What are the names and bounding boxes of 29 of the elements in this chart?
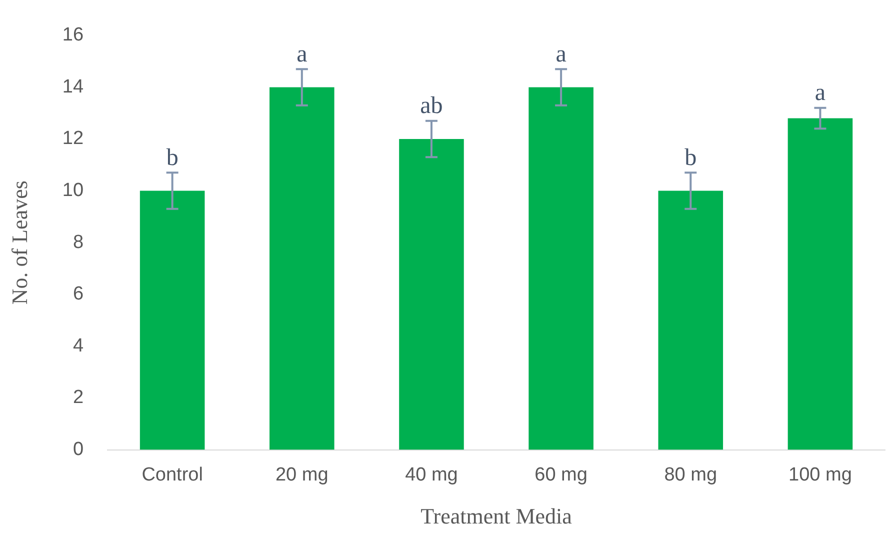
x-tick-label: Control [142, 464, 203, 486]
x-tick-label: 80 mg [664, 464, 718, 486]
y-tick-label: 6 [72, 284, 84, 305]
y-tick-label: 14 [62, 76, 84, 98]
x-tick-label: 100 mg [788, 464, 852, 486]
y-tick-label: 4 [72, 335, 84, 356]
bar [140, 190, 205, 450]
y-tick-label: 0 [72, 439, 84, 460]
annotation: a [556, 41, 567, 68]
x-axis-title: Treatment Media [420, 504, 572, 529]
bar [788, 118, 853, 450]
bar [528, 87, 594, 450]
y-tick-label: 16 [62, 24, 84, 46]
x-tick-label: 60 mg [534, 464, 588, 486]
bar [658, 190, 724, 450]
bar [399, 139, 464, 450]
x-tick-label: 40 mg [405, 464, 458, 486]
y-tick-label: 8 [72, 232, 84, 253]
annotation: ab [420, 93, 443, 120]
annotation: b [166, 144, 178, 171]
annotation: a [296, 41, 308, 68]
annotation: a [814, 80, 826, 106]
y-tick-label: 12 [62, 128, 84, 150]
y-tick-label: 10 [62, 180, 84, 202]
x-tick-label: 20 mg [275, 464, 328, 486]
y-tick-label: 2 [72, 387, 84, 408]
bar [270, 87, 334, 450]
annotation: b [684, 144, 697, 171]
y-axis-title: No. of Leaves [6, 180, 32, 305]
